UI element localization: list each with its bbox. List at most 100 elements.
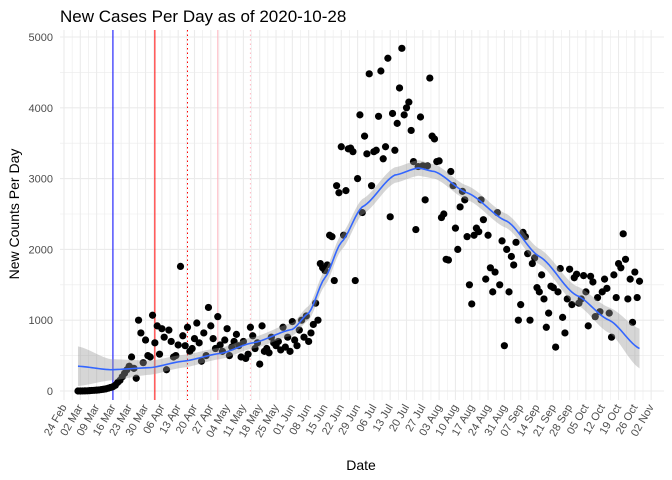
data-point [621,255,630,263]
data-point [225,352,234,360]
data-point [617,264,625,272]
data-point [207,322,215,330]
data-point [531,254,539,262]
data-point [507,252,515,261]
data-point [603,284,611,292]
data-point [619,230,627,238]
data-point [535,288,543,296]
data-point [505,288,513,296]
data-point [512,238,520,246]
data-point [566,265,574,273]
data-point [514,316,522,324]
data-point [386,213,394,221]
data-point [517,301,525,309]
data-point [631,268,639,276]
data-point [279,323,287,331]
data-point [416,113,425,121]
y-axis-ticks: 0 1000 2000 3000 4000 5000 [29,32,53,398]
data-point [256,360,264,368]
data-point [176,262,185,270]
data-point [379,155,387,163]
data-point [251,344,259,353]
data-point [167,337,175,346]
data-point [491,268,499,276]
data-point [372,146,380,154]
y-tick-label: 0 [47,386,53,398]
data-point [244,350,252,358]
data-point [221,336,229,344]
data-point [549,284,557,292]
data-point [323,261,331,269]
data-point [477,196,485,204]
data-point [388,109,397,118]
data-point [526,316,534,324]
data-point [554,288,562,296]
data-point [367,182,376,190]
data-point [561,329,569,337]
data-point [563,295,571,303]
data-point [195,339,203,347]
data-point [300,333,308,341]
data-point [559,313,567,321]
data-point [162,366,171,374]
data-point [137,329,145,337]
data-point [365,70,373,78]
data-point [146,353,154,361]
data-point [293,342,301,350]
data-point [412,225,420,234]
data-point [626,275,634,283]
data-point [165,326,173,334]
data-point [440,210,448,218]
data-point [591,313,599,321]
data-point [204,303,213,312]
data-point [349,148,357,156]
grid [60,30,664,400]
data-point [305,337,313,346]
data-point [356,111,364,119]
data-point [568,301,576,309]
data-point [258,322,266,330]
data-point [444,256,453,264]
data-point [284,333,292,341]
data-point [209,335,217,343]
data-point [528,259,536,268]
data-point [342,187,350,195]
data-point [426,74,434,82]
data-point [430,135,439,143]
data-point [589,278,597,286]
data-point [179,332,187,340]
data-point [463,233,471,241]
data-point [158,325,166,333]
data-point [456,203,464,211]
data-point [482,275,490,283]
data-point [381,143,390,151]
data-point [582,288,590,296]
data-point [402,104,411,112]
data-point [579,271,588,280]
data-point [398,44,406,52]
data-point [360,132,369,140]
data-point [524,250,532,258]
y-tick-label: 2000 [29,244,53,256]
data-point [281,343,289,351]
data-point [377,67,385,75]
data-point [330,276,338,285]
data-point [295,326,303,334]
data-point [600,275,609,283]
data-point [181,342,189,350]
data-point [363,150,371,158]
data-point [148,311,157,319]
data-point [249,332,257,340]
data-point [556,264,564,273]
data-point [447,167,455,176]
data-point [321,267,329,275]
data-point [265,349,273,357]
data-point [307,329,315,337]
data-point [573,270,581,278]
data-point [435,157,443,165]
data-points [74,44,644,395]
data-point [160,333,168,341]
data-point [328,233,336,241]
data-point [197,357,206,365]
